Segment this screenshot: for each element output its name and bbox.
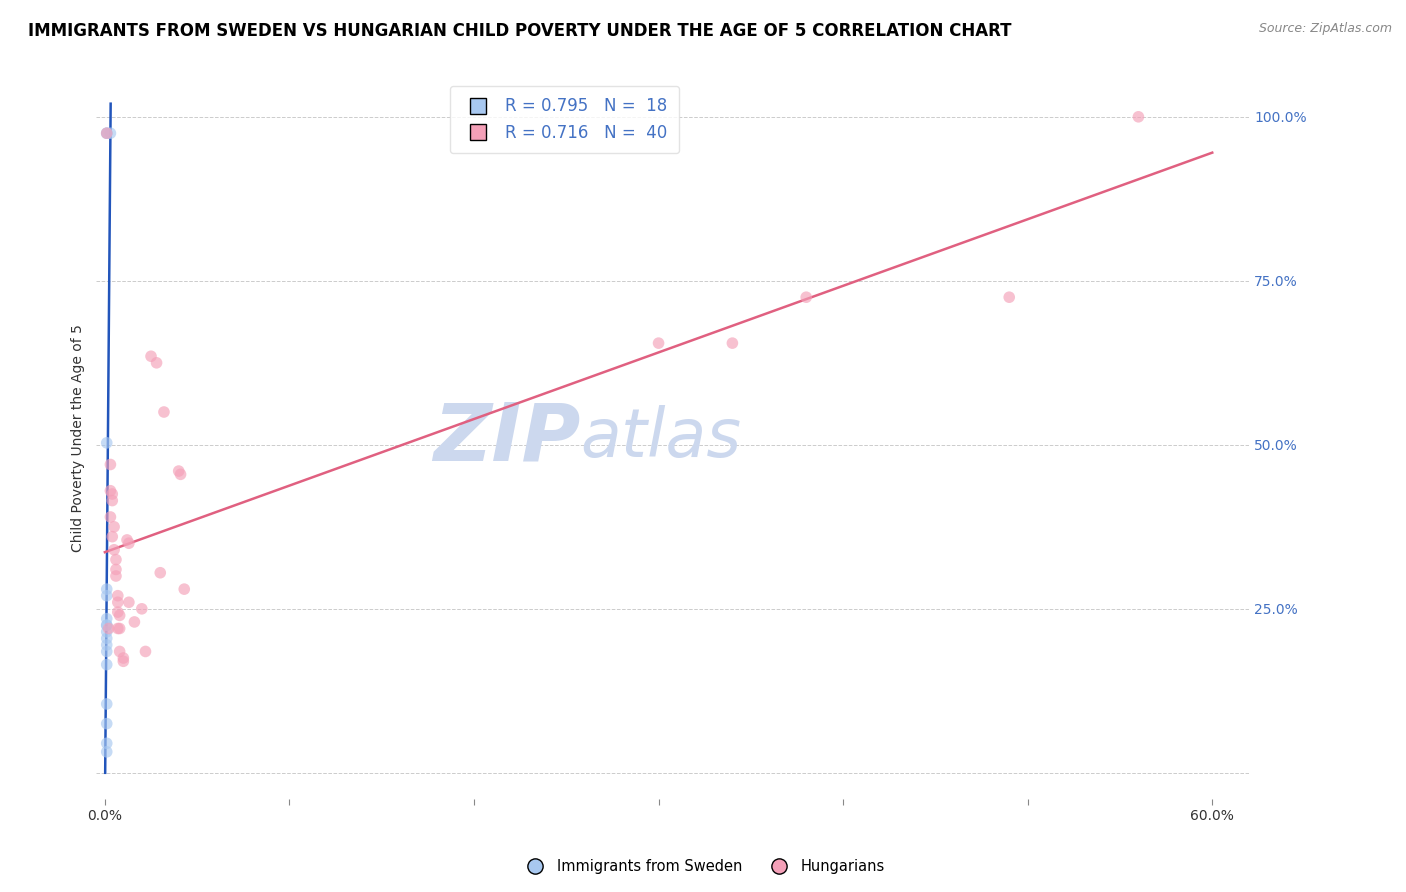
Point — [107, 622, 129, 636]
Point — [104, 569, 127, 583]
Point — [108, 644, 131, 658]
Point — [153, 405, 176, 419]
Point — [96, 638, 118, 652]
Point — [103, 520, 125, 534]
Point — [96, 644, 118, 658]
Point — [100, 510, 122, 524]
Point — [149, 566, 172, 580]
Point — [96, 435, 118, 450]
Point — [139, 349, 162, 363]
Point — [103, 542, 125, 557]
Point — [96, 612, 118, 626]
Point — [107, 595, 129, 609]
Point — [96, 736, 118, 750]
Point — [101, 530, 124, 544]
Point — [1128, 110, 1150, 124]
Point — [118, 536, 141, 550]
Point — [112, 654, 135, 668]
Text: IMMIGRANTS FROM SWEDEN VS HUNGARIAN CHILD POVERTY UNDER THE AGE OF 5 CORRELATION: IMMIGRANTS FROM SWEDEN VS HUNGARIAN CHIL… — [28, 22, 1012, 40]
Point — [145, 356, 167, 370]
Point — [100, 483, 122, 498]
Point — [104, 562, 127, 576]
Point — [107, 605, 129, 619]
Point — [173, 582, 195, 596]
Point — [100, 458, 122, 472]
Point — [96, 589, 118, 603]
Text: Source: ZipAtlas.com: Source: ZipAtlas.com — [1258, 22, 1392, 36]
Point — [721, 336, 744, 351]
Point — [647, 336, 669, 351]
Point — [108, 622, 131, 636]
Point — [96, 618, 118, 632]
Point — [167, 464, 190, 478]
Text: atlas: atlas — [581, 405, 741, 471]
Point — [96, 618, 118, 632]
Point — [96, 126, 118, 140]
Point — [96, 657, 118, 672]
Point — [131, 602, 153, 616]
Y-axis label: Child Poverty Under the Age of 5: Child Poverty Under the Age of 5 — [72, 325, 86, 552]
Point — [998, 290, 1021, 304]
Point — [96, 126, 118, 140]
Point — [96, 126, 118, 140]
Legend: R = 0.795   N =  18, R = 0.716   N =  40: R = 0.795 N = 18, R = 0.716 N = 40 — [450, 86, 679, 153]
Point — [100, 126, 122, 140]
Text: ZIP: ZIP — [433, 400, 581, 477]
Point — [112, 651, 135, 665]
Point — [134, 644, 156, 658]
Point — [118, 595, 141, 609]
Point — [169, 467, 191, 482]
Point — [101, 493, 124, 508]
Point — [96, 745, 118, 759]
Point — [794, 290, 817, 304]
Point — [97, 622, 120, 636]
Point — [101, 487, 124, 501]
Legend: Immigrants from Sweden, Hungarians: Immigrants from Sweden, Hungarians — [515, 854, 891, 880]
Point — [115, 533, 138, 547]
Point — [96, 582, 118, 596]
Point — [96, 697, 118, 711]
Point — [96, 624, 118, 639]
Point — [124, 615, 146, 629]
Point — [96, 716, 118, 731]
Point — [104, 552, 127, 566]
Point — [96, 632, 118, 646]
Point — [108, 608, 131, 623]
Point — [107, 589, 129, 603]
